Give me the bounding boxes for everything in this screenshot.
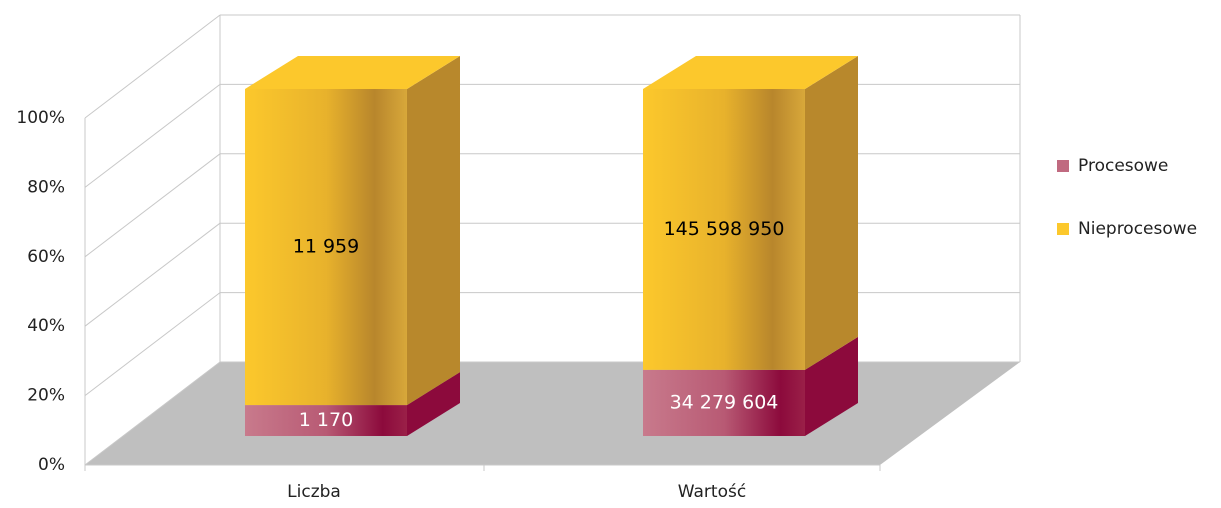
bar-segment bbox=[245, 89, 407, 406]
y-tick-label: 0% bbox=[38, 455, 65, 475]
grid-line bbox=[84, 84, 221, 188]
legend-swatch bbox=[1057, 160, 1069, 172]
grid-line bbox=[84, 361, 221, 466]
bar-side bbox=[407, 372, 460, 436]
bar-side bbox=[407, 56, 460, 406]
x-tick-label: Liczba bbox=[287, 482, 341, 502]
bar-side bbox=[805, 336, 858, 436]
bar-top bbox=[245, 56, 460, 89]
grid-line bbox=[84, 153, 221, 258]
data-label: 34 279 604 bbox=[670, 391, 779, 413]
data-label: 145 598 950 bbox=[664, 218, 785, 240]
legend-label: Nieprocesowe bbox=[1078, 219, 1197, 239]
y-tick-label: 60% bbox=[27, 247, 65, 267]
grid-line bbox=[84, 292, 221, 396]
grid-line bbox=[84, 14, 221, 119]
data-label: 1 170 bbox=[299, 409, 353, 431]
y-tick-label: 100% bbox=[16, 108, 65, 128]
y-tick-label: 80% bbox=[27, 177, 65, 197]
legend-swatch bbox=[1057, 223, 1069, 235]
bar-top bbox=[643, 56, 858, 89]
grid-line bbox=[84, 222, 221, 327]
bar-side bbox=[805, 56, 858, 370]
y-tick-label: 40% bbox=[27, 316, 65, 336]
legend-label: Procesowe bbox=[1078, 156, 1168, 176]
bar-segment bbox=[245, 405, 407, 436]
floor bbox=[85, 362, 1020, 465]
data-label: 11 959 bbox=[293, 236, 359, 258]
bar-segment bbox=[643, 89, 805, 370]
x-tick-label: Wartość bbox=[678, 482, 746, 502]
bar-segment bbox=[643, 369, 805, 436]
y-tick-label: 20% bbox=[27, 386, 65, 406]
